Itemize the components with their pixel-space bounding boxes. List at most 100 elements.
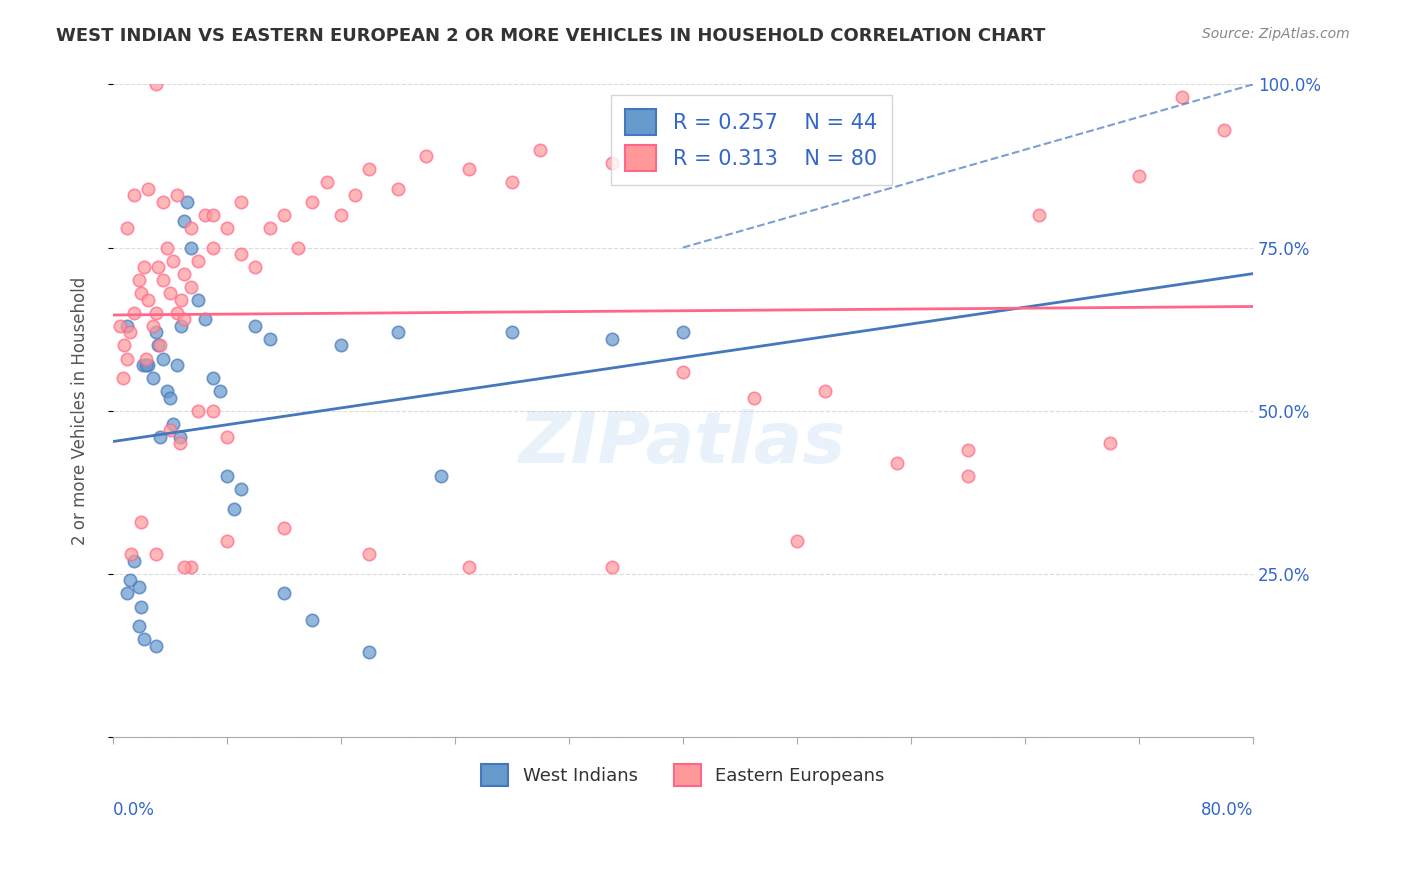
Point [222, 501, 245, 516]
Point [122, 306, 145, 320]
Point [201, 371, 224, 385]
Point [180, 221, 202, 235]
Point [273, 521, 295, 535]
Point [187, 403, 209, 417]
Point [169, 436, 191, 450]
Point [742, 391, 765, 405]
Point [201, 241, 224, 255]
Point [149, 430, 172, 444]
Point [145, 547, 167, 561]
Point [145, 639, 167, 653]
Point [112, 338, 135, 352]
Point [166, 306, 188, 320]
Point [170, 293, 193, 307]
Point [120, 547, 142, 561]
Legend: West Indians, Eastern Europeans: West Indians, Eastern Europeans [474, 756, 891, 793]
Point [173, 312, 195, 326]
Point [672, 365, 695, 379]
Point [359, 645, 381, 659]
Point [131, 599, 153, 614]
Point [115, 586, 138, 600]
Point [142, 318, 165, 333]
Point [156, 384, 179, 399]
Point [600, 332, 623, 346]
Point [786, 534, 808, 549]
Point [145, 78, 167, 92]
Text: 80.0%: 80.0% [1201, 801, 1253, 820]
Point [194, 208, 217, 222]
Point [814, 384, 837, 399]
Point [135, 351, 157, 366]
Point [162, 253, 184, 268]
Point [111, 371, 134, 385]
Point [173, 267, 195, 281]
Point [166, 188, 188, 202]
Point [1028, 208, 1050, 222]
Point [315, 175, 337, 189]
Point [142, 371, 165, 385]
Point [273, 586, 295, 600]
Point [169, 430, 191, 444]
Point [229, 194, 252, 209]
Point [118, 326, 141, 340]
Point [359, 547, 381, 561]
Point [131, 286, 153, 301]
Point [122, 188, 145, 202]
Point [170, 318, 193, 333]
Point [159, 423, 181, 437]
Point [215, 221, 238, 235]
Point [145, 306, 167, 320]
Point [115, 318, 138, 333]
Point [148, 260, 170, 275]
Y-axis label: 2 or more Vehicles in Household: 2 or more Vehicles in Household [72, 277, 89, 545]
Text: Source: ZipAtlas.com: Source: ZipAtlas.com [1202, 27, 1350, 41]
Point [415, 149, 437, 163]
Point [387, 182, 409, 196]
Point [344, 188, 367, 202]
Point [301, 194, 323, 209]
Point [458, 162, 481, 177]
Point [131, 515, 153, 529]
Point [301, 613, 323, 627]
Point [215, 534, 238, 549]
Point [148, 338, 170, 352]
Point [166, 358, 188, 372]
Point [134, 632, 156, 647]
Point [1128, 169, 1150, 183]
Point [956, 469, 979, 483]
Point [229, 482, 252, 496]
Point [145, 326, 167, 340]
Point [108, 318, 131, 333]
Point [201, 403, 224, 417]
Point [135, 358, 157, 372]
Point [118, 574, 141, 588]
Point [429, 469, 451, 483]
Point [162, 417, 184, 431]
Point [159, 391, 181, 405]
Point [115, 351, 138, 366]
Point [458, 560, 481, 574]
Point [1213, 123, 1236, 137]
Point [529, 143, 551, 157]
Point [159, 286, 181, 301]
Point [208, 384, 231, 399]
Point [600, 560, 623, 574]
Point [187, 293, 209, 307]
Point [273, 208, 295, 222]
Text: WEST INDIAN VS EASTERN EUROPEAN 2 OR MORE VEHICLES IN HOUSEHOLD CORRELATION CHAR: WEST INDIAN VS EASTERN EUROPEAN 2 OR MOR… [56, 27, 1046, 45]
Point [287, 241, 309, 255]
Point [215, 430, 238, 444]
Point [180, 279, 202, 293]
Point [187, 253, 209, 268]
Point [128, 273, 150, 287]
Point [180, 560, 202, 574]
Point [176, 194, 198, 209]
Point [329, 208, 352, 222]
Point [329, 338, 352, 352]
Point [387, 326, 409, 340]
Point [173, 214, 195, 228]
Point [229, 247, 252, 261]
Point [128, 619, 150, 633]
Point [122, 554, 145, 568]
Point [259, 221, 281, 235]
